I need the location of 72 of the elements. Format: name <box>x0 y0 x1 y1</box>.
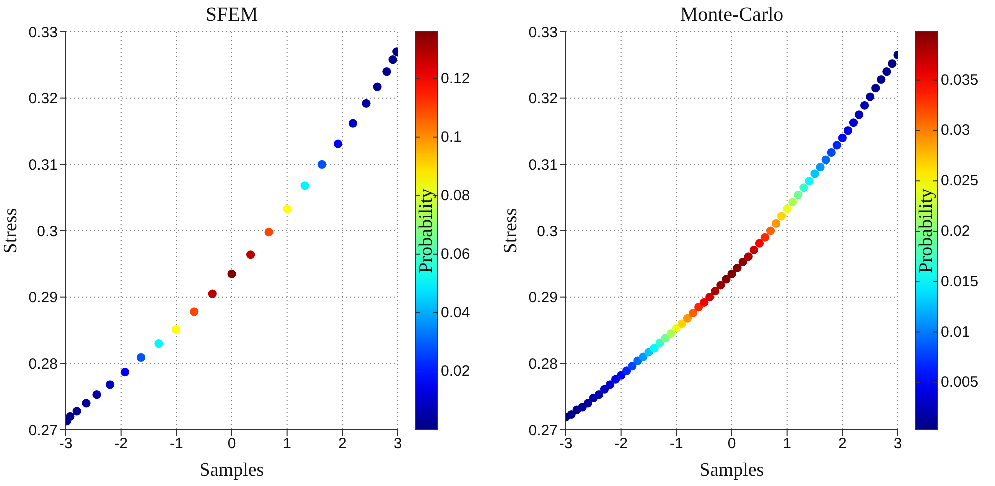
point <box>66 412 75 422</box>
color-bar-label: 0.06 <box>441 246 470 263</box>
point <box>136 353 146 362</box>
y-tick-label: 0.31 <box>28 156 58 174</box>
x-tick-label: 1 <box>283 436 292 453</box>
point <box>283 204 292 214</box>
point <box>388 56 398 64</box>
x-axis-title: Samples <box>200 460 264 481</box>
y-tick-label: 0.33 <box>528 24 558 42</box>
color-bar-label: 0.1 <box>441 128 462 146</box>
color-bar-label: 0.02 <box>441 362 470 380</box>
color-bar-label: 0.12 <box>441 70 470 88</box>
color-bar-title: Probability <box>416 188 437 274</box>
point <box>172 326 180 334</box>
x-tick-label: 3 <box>394 436 402 453</box>
y-tick-label: 0.33 <box>28 24 58 42</box>
y-tick-label: 0.28 <box>28 356 58 373</box>
y-tick-label: 0.31 <box>528 156 558 174</box>
point <box>373 82 382 92</box>
color-bar-label: 0.005 <box>941 374 979 392</box>
y-tick-label: 0.27 <box>528 422 558 440</box>
point <box>382 68 392 76</box>
y-tick-label: 0.32 <box>28 90 58 108</box>
point <box>264 228 274 237</box>
color-bar-label: 0.025 <box>941 172 979 190</box>
y-tick-label: 0.28 <box>528 356 558 373</box>
color-bar-label: 0.035 <box>941 72 979 89</box>
color-bar-label: 0.04 <box>441 304 470 322</box>
point <box>362 99 371 108</box>
x-tick-label: 0 <box>728 436 736 453</box>
x-tick-label: 2 <box>338 436 347 453</box>
point <box>190 308 199 316</box>
y-tick-label: 0.29 <box>528 290 558 307</box>
point <box>120 368 130 377</box>
point <box>72 407 82 416</box>
x-tick-label: 0 <box>228 436 236 453</box>
point <box>300 182 310 190</box>
x-tick-label: -2 <box>114 436 128 453</box>
x-tick-label: -1 <box>670 436 684 453</box>
y-axis-title: Stress <box>500 208 522 254</box>
point <box>208 290 217 298</box>
point <box>228 270 236 278</box>
x-tick-label: -2 <box>614 436 628 453</box>
y-tick-label: 0.3 <box>37 223 58 240</box>
point <box>106 380 115 390</box>
color-bar-label: 0.03 <box>941 122 970 140</box>
chart-title: Monte-Carlo <box>679 4 785 27</box>
y-axis-title: Stress <box>0 208 22 254</box>
color-bar-label: 0.08 <box>441 187 470 204</box>
y-tick-label: 0.27 <box>28 422 58 440</box>
x-tick-label: 1 <box>783 436 792 453</box>
y-tick-label: 0.29 <box>28 290 58 307</box>
point <box>348 119 358 128</box>
point <box>318 160 326 169</box>
x-tick-label: -3 <box>559 436 573 453</box>
point <box>92 390 102 400</box>
point <box>246 250 256 260</box>
x-tick-label: 2 <box>838 436 847 453</box>
color-bar-title: Probability <box>916 188 937 274</box>
x-axis-title: Samples <box>700 460 764 481</box>
color-bar-label: 0.02 <box>941 223 970 240</box>
color-bar-label: 0.015 <box>941 273 979 290</box>
x-tick-label: 3 <box>894 436 902 453</box>
point <box>334 140 343 148</box>
chart-title: SFEM <box>204 4 260 27</box>
color-bar-label: 0.01 <box>941 324 970 341</box>
point <box>82 399 91 408</box>
x-tick-label: -1 <box>170 436 184 453</box>
point <box>154 339 164 348</box>
x-tick-label: -3 <box>59 436 73 453</box>
y-tick-label: 0.32 <box>528 90 558 108</box>
y-tick-label: 0.3 <box>537 223 558 240</box>
